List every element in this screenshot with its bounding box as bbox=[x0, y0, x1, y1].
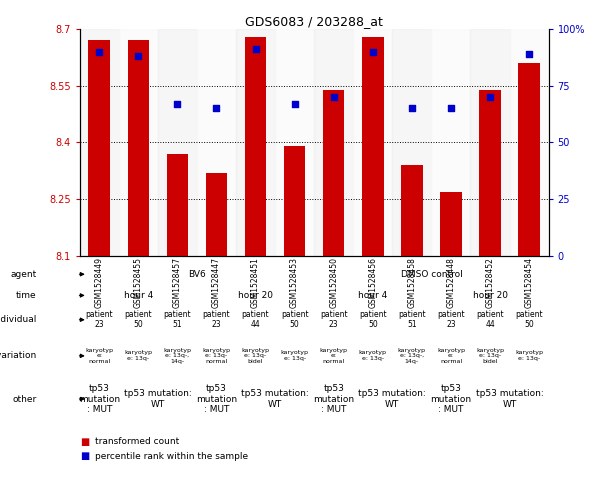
Text: DMSO control: DMSO control bbox=[400, 270, 462, 279]
Point bbox=[251, 45, 261, 53]
Text: BV6: BV6 bbox=[188, 270, 206, 279]
Text: transformed count: transformed count bbox=[95, 438, 179, 446]
Bar bbox=[401, 165, 422, 256]
Bar bbox=[128, 40, 149, 256]
Text: agent: agent bbox=[10, 270, 37, 279]
Text: karyotyp
e: 13q-
normal: karyotyp e: 13q- normal bbox=[202, 348, 230, 364]
Bar bbox=[284, 146, 305, 256]
Text: patient
51: patient 51 bbox=[398, 310, 425, 329]
Point bbox=[94, 48, 104, 56]
Text: patient
50: patient 50 bbox=[359, 310, 387, 329]
Text: patient
50: patient 50 bbox=[124, 310, 152, 329]
Bar bbox=[353, 29, 392, 256]
Bar bbox=[362, 37, 384, 256]
Point bbox=[329, 93, 338, 101]
Text: tp53
mutation
: MUT: tp53 mutation : MUT bbox=[313, 384, 354, 414]
Text: karyotyp
e: 13q-: karyotyp e: 13q- bbox=[124, 351, 152, 361]
Text: ■: ■ bbox=[80, 437, 89, 447]
Bar bbox=[245, 37, 266, 256]
Text: individual: individual bbox=[0, 315, 37, 324]
Text: patient
23: patient 23 bbox=[203, 310, 230, 329]
Text: patient
23: patient 23 bbox=[437, 310, 465, 329]
Text: patient
50: patient 50 bbox=[281, 310, 308, 329]
Point bbox=[134, 52, 143, 60]
Bar bbox=[323, 89, 345, 256]
Bar bbox=[479, 89, 501, 256]
Text: hour 4: hour 4 bbox=[124, 291, 153, 300]
Text: genotype/variation: genotype/variation bbox=[0, 351, 37, 360]
Text: hour 20: hour 20 bbox=[238, 291, 273, 300]
Text: karyotyp
e: 13q-,
14q-: karyotyp e: 13q-, 14q- bbox=[164, 348, 191, 364]
Bar bbox=[206, 173, 227, 256]
Text: karyotyp
e:
normal: karyotyp e: normal bbox=[320, 348, 348, 364]
Text: time: time bbox=[16, 291, 37, 300]
Bar bbox=[167, 154, 188, 256]
Point bbox=[524, 50, 534, 58]
Text: tp53 mutation:
WT: tp53 mutation: WT bbox=[476, 389, 544, 409]
Text: patient
23: patient 23 bbox=[85, 310, 113, 329]
Bar bbox=[392, 29, 432, 256]
Text: tp53 mutation:
WT: tp53 mutation: WT bbox=[241, 389, 309, 409]
Text: karyotyp
e: 13q-
bidel: karyotyp e: 13q- bidel bbox=[476, 348, 504, 364]
Text: karyotyp
e: 13q-: karyotyp e: 13q- bbox=[515, 351, 543, 361]
Text: karyotyp
e: 13q-
bidel: karyotyp e: 13q- bidel bbox=[242, 348, 270, 364]
Text: patient
44: patient 44 bbox=[476, 310, 504, 329]
Text: hour 20: hour 20 bbox=[473, 291, 508, 300]
Bar bbox=[158, 29, 197, 256]
Point bbox=[211, 104, 221, 112]
Text: other: other bbox=[12, 395, 37, 403]
Point bbox=[172, 100, 182, 108]
Bar bbox=[80, 29, 119, 256]
Bar bbox=[236, 29, 275, 256]
Text: tp53
mutation
: MUT: tp53 mutation : MUT bbox=[196, 384, 237, 414]
Text: hour 4: hour 4 bbox=[358, 291, 387, 300]
Text: tp53
mutation
: MUT: tp53 mutation : MUT bbox=[430, 384, 471, 414]
Bar bbox=[519, 63, 540, 256]
Text: patient
50: patient 50 bbox=[516, 310, 543, 329]
Bar bbox=[275, 29, 314, 256]
Point bbox=[407, 104, 417, 112]
Text: karyotyp
e:
normal: karyotyp e: normal bbox=[437, 348, 465, 364]
Point bbox=[446, 104, 456, 112]
Text: karyotyp
e: 13q-: karyotyp e: 13q- bbox=[281, 351, 308, 361]
Bar bbox=[119, 29, 158, 256]
Bar bbox=[509, 29, 549, 256]
Text: patient
23: patient 23 bbox=[320, 310, 348, 329]
Text: karyotyp
e:
normal: karyotyp e: normal bbox=[85, 348, 113, 364]
Bar bbox=[432, 29, 471, 256]
Text: percentile rank within the sample: percentile rank within the sample bbox=[95, 452, 248, 461]
Bar bbox=[88, 40, 110, 256]
Text: patient
44: patient 44 bbox=[242, 310, 269, 329]
Text: tp53
mutation
: MUT: tp53 mutation : MUT bbox=[78, 384, 120, 414]
Text: ■: ■ bbox=[80, 452, 89, 461]
Title: GDS6083 / 203288_at: GDS6083 / 203288_at bbox=[245, 15, 383, 28]
Text: karyotyp
e: 13q-,
14q-: karyotyp e: 13q-, 14q- bbox=[398, 348, 426, 364]
Text: tp53 mutation:
WT: tp53 mutation: WT bbox=[124, 389, 192, 409]
Point bbox=[290, 100, 300, 108]
Bar bbox=[471, 29, 509, 256]
Text: tp53 mutation:
WT: tp53 mutation: WT bbox=[359, 389, 426, 409]
Point bbox=[368, 48, 378, 56]
Bar bbox=[314, 29, 353, 256]
Point bbox=[485, 93, 495, 101]
Text: karyotyp
e: 13q-: karyotyp e: 13q- bbox=[359, 351, 387, 361]
Bar bbox=[440, 192, 462, 256]
Text: patient
51: patient 51 bbox=[164, 310, 191, 329]
Bar bbox=[197, 29, 236, 256]
